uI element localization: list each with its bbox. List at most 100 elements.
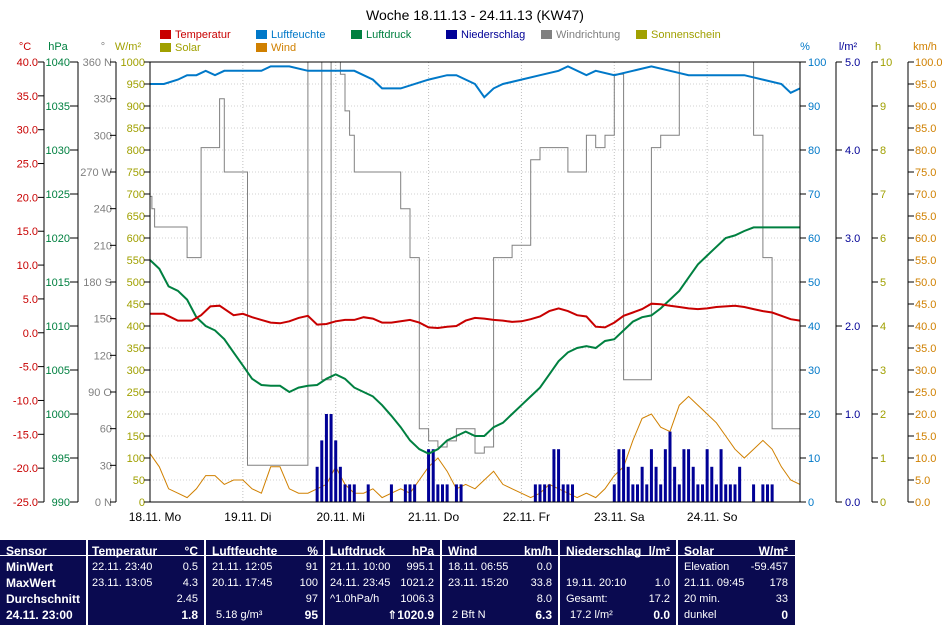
bar-niederschlag-53 <box>719 449 723 502</box>
legend-swatch-7 <box>256 43 267 52</box>
axis-3-tick-14: 300 <box>127 365 145 377</box>
bar-niederschlag-35 <box>636 484 639 502</box>
axis-2-tick-11: 30 <box>100 460 112 472</box>
axis-unit-1: hPa <box>48 41 68 53</box>
axis-7-tick-15: 25.0 <box>915 387 936 399</box>
bar-niederschlag-33 <box>626 466 630 502</box>
luftfeuchte-header: Luftfeuchte <box>212 544 278 558</box>
x-label-0: 18.11. Mo <box>129 510 182 524</box>
stats-col-sensor: Sensor MinWert MaxWert Durchschnitt 24.1… <box>6 540 86 625</box>
luftfeuchte-min-time: 21.11. 12:05 <box>212 561 273 573</box>
axis-1-tick-10: 990 <box>52 497 70 509</box>
bar-niederschlag-25 <box>552 449 556 502</box>
temperatur-unit: °C <box>184 544 198 558</box>
bar-niederschlag-17 <box>441 484 444 502</box>
axis-0-tick-5: 15.0 <box>17 226 38 238</box>
axis-3-tick-6: 700 <box>127 189 145 201</box>
bar-niederschlag-26 <box>557 449 561 502</box>
bar-niederschlag-51 <box>710 466 714 502</box>
x-label-5: 23.11. Sa <box>594 510 645 524</box>
stats-col-luftdruck: Luftdruck hPa 21.11. 10:00 995.1 24.11. 23… <box>330 540 438 625</box>
line-luftfeuchte <box>150 65 801 99</box>
legend-swatch-4 <box>541 30 552 39</box>
legend-label-7: Wind <box>271 42 296 54</box>
bar-niederschlag-50 <box>705 449 709 502</box>
luftdruck-current: ⇑1020.9 <box>387 608 434 622</box>
bar-niederschlag-46 <box>687 449 691 502</box>
wind-header: Wind <box>448 544 478 558</box>
axis-7-tick-16: 20.0 <box>915 409 936 421</box>
axis-6-tick-7: 3 <box>880 365 886 377</box>
axis-6-tick-5: 5 <box>880 277 886 289</box>
minwert-label: MinWert <box>6 560 54 574</box>
axis-0-tick-6: 10.0 <box>17 260 38 272</box>
axis-unit-4: % <box>800 41 810 53</box>
axis-0-tick-11: -15.0 <box>13 429 38 441</box>
bar-niederschlag-28 <box>566 484 570 502</box>
axis-6-tick-2: 8 <box>880 145 886 157</box>
axis-7-tick-2: 90.0 <box>915 101 936 113</box>
luftdruck-max-time: 24.11. 23:45 <box>330 577 391 589</box>
bar-niederschlag-5 <box>338 466 342 502</box>
bar-niederschlag-38 <box>649 449 653 502</box>
solar-elev: -59.457 <box>750 561 788 573</box>
axis-1-tick-6: 1010 <box>46 321 70 333</box>
axis-3-tick-15: 250 <box>127 387 145 399</box>
axis-7-tick-11: 45.0 <box>915 299 936 311</box>
temperatur-min-time: 22.11. 23:40 <box>92 561 153 573</box>
bar-niederschlag-36 <box>640 466 644 502</box>
axis-7-tick-14: 30.0 <box>915 365 936 377</box>
luftdruck-avg: 1006.3 <box>400 593 434 605</box>
legend-label-3: Niederschlag <box>461 29 525 41</box>
axis-4-tick-8: 20 <box>808 409 820 421</box>
current-time-label: 24.11. 23:00 <box>6 608 73 622</box>
axis-0-tick-7: 5.0 <box>23 294 38 306</box>
axis-unit-3: W/m² <box>115 41 142 53</box>
solar-dark-label: dunkel <box>684 609 717 621</box>
bar-niederschlag-57 <box>738 466 742 502</box>
axis-unit-5: l/m² <box>839 41 858 53</box>
wind-current: 6.3 <box>535 608 552 622</box>
axis-3-tick-18: 100 <box>127 453 145 465</box>
bar-niederschlag-58 <box>752 484 756 502</box>
line-windrichtung <box>150 61 801 466</box>
chart-legend: Temperatur Luftfeuchte Luftdruck Niederschl… <box>160 29 721 54</box>
legend-label-0: Temperatur <box>175 29 231 41</box>
axis-0-tick-0: 40.0 <box>17 57 38 69</box>
x-label-3: 21.11. Do <box>408 510 459 524</box>
chart-grid <box>150 62 800 502</box>
axis-1-tick-4: 1020 <box>46 233 70 245</box>
axis-3-tick-10: 500 <box>127 277 145 289</box>
axis-1-tick-7: 1005 <box>46 365 70 377</box>
axis-7-tick-8: 60.0 <box>915 233 936 245</box>
axis-1-tick-0: 1040 <box>46 57 70 69</box>
axis-6-tick-0: 10 <box>880 57 892 69</box>
bar-niederschlag-43 <box>673 466 677 502</box>
axis-4-tick-0: 100 <box>808 57 826 69</box>
axis-7-tick-0: 100.0 <box>915 57 943 69</box>
bar-niederschlag-20 <box>459 484 463 502</box>
wind-avg: 8.0 <box>536 593 552 605</box>
axis-3-tick-9: 550 <box>127 255 145 267</box>
bar-niederschlag-31 <box>617 449 621 502</box>
solar-max-time: 21.11. 09:45 <box>684 577 745 589</box>
axis-3-tick-7: 650 <box>127 211 145 223</box>
luftdruck-max: 1021.2 <box>400 577 434 589</box>
bar-niederschlag-29 <box>571 484 574 502</box>
axis-7-tick-9: 55.0 <box>915 255 936 267</box>
line-luftdruck <box>149 226 800 455</box>
bar-niederschlag-21 <box>533 484 537 502</box>
axis-2-tick-8: 120 <box>94 350 112 362</box>
temperatur-current: 1.8 <box>181 608 198 622</box>
axis-6-tick-6: 4 <box>880 321 886 333</box>
bar-niederschlag-6 <box>343 484 347 502</box>
axis-4-tick-6: 40 <box>808 321 820 333</box>
bar-niederschlag-7 <box>348 484 352 502</box>
wind-bft: 2 Bft N <box>452 609 486 621</box>
solar-elev-label: Elevation <box>684 561 730 573</box>
bar-niederschlag-0 <box>315 466 319 502</box>
bar-niederschlag-52 <box>714 484 718 502</box>
axis-3-tick-12: 400 <box>127 321 145 333</box>
bar-niederschlag-10 <box>389 484 393 502</box>
axis-unit-0: °C <box>19 41 31 53</box>
